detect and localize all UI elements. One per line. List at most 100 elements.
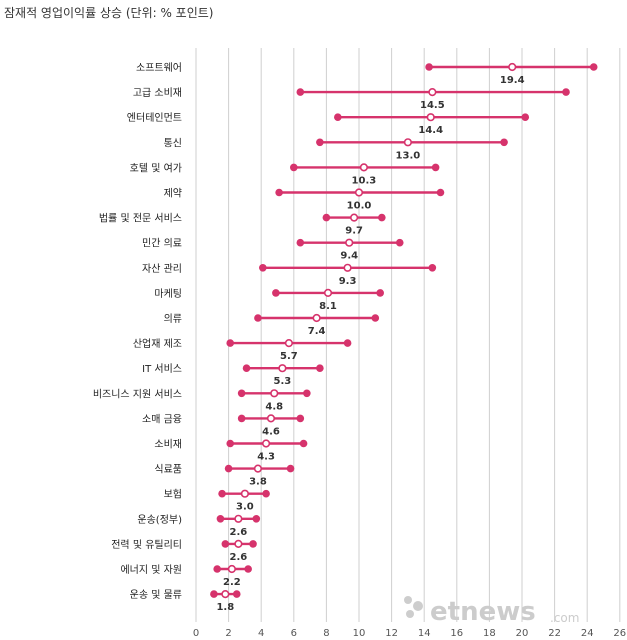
mid-point <box>508 62 517 72</box>
etnews-watermark-logo: etnews .com <box>404 596 579 627</box>
category-label: 전력 및 유틸리티 <box>111 538 182 551</box>
x-tick-label: 10 <box>353 628 366 639</box>
chart-row: 의류 7.4 <box>164 313 380 337</box>
low-point <box>316 138 324 147</box>
mid-point <box>345 238 354 247</box>
low-point <box>210 590 218 598</box>
mid-point <box>323 288 333 298</box>
low-point <box>237 414 246 423</box>
category-label: 민간 의료 <box>142 238 182 250</box>
x-axis-ticks: 0 2 4 6 8 10 12 14 16 18 20 22 24 26 <box>193 628 626 639</box>
high-point <box>316 364 324 373</box>
mid-point <box>234 539 243 549</box>
value-label: 5.3 <box>274 376 292 387</box>
value-label: 10.0 <box>347 201 372 212</box>
low-point <box>334 113 342 121</box>
value-label: 2.6 <box>230 552 248 563</box>
high-point <box>232 590 241 598</box>
watermark-suffix: .com <box>550 611 579 625</box>
low-point <box>425 63 433 71</box>
high-point <box>378 213 386 222</box>
low-point <box>254 314 262 322</box>
chart-title: 잠재적 영업이익률 상승 (단위: % 포인트) <box>4 6 214 20</box>
category-label: 비즈니스 지원 서비스 <box>93 388 182 400</box>
mid-point <box>343 263 352 272</box>
category-label: 식료품 <box>154 464 182 476</box>
chart-row: 에너지 및 자원 2.2 <box>120 564 252 588</box>
category-label: 소비재 <box>154 439 182 451</box>
value-label: 4.6 <box>262 426 280 437</box>
chart-row: 보험 3.0 <box>164 489 270 513</box>
chart-row: 비즈니스 지원 서비스 4.8 <box>93 388 311 412</box>
x-tick-label: 16 <box>450 628 463 639</box>
high-point <box>436 188 445 197</box>
mid-point <box>221 589 230 599</box>
chart-row: 자산 관리 9.3 <box>142 263 437 287</box>
mid-point <box>240 489 249 498</box>
low-point <box>218 489 226 498</box>
chart-row: 산업재 제조 5.7 <box>133 337 352 362</box>
value-label: 1.8 <box>216 602 234 613</box>
low-point <box>259 264 267 272</box>
value-label: 2.6 <box>230 527 248 538</box>
low-point <box>290 163 298 172</box>
category-label: 고급 소비재 <box>133 87 182 99</box>
high-point <box>303 389 311 398</box>
mid-point <box>426 113 435 122</box>
low-point <box>242 364 251 373</box>
category-label: 마케팅 <box>154 288 182 300</box>
low-point <box>226 439 235 448</box>
value-label: 2.2 <box>223 577 241 588</box>
low-point <box>322 213 331 222</box>
low-point <box>272 289 280 297</box>
value-label: 4.8 <box>265 401 283 412</box>
x-tick-label: 4 <box>258 628 264 639</box>
x-tick-label: 12 <box>385 628 398 639</box>
mid-point <box>266 414 276 423</box>
category-label: 엔터테인먼트 <box>127 112 182 124</box>
x-tick-label: 2 <box>225 628 231 639</box>
high-point <box>244 565 252 573</box>
category-label: 보험 <box>164 489 182 501</box>
low-point <box>224 464 233 473</box>
x-tick-label: 26 <box>613 628 626 639</box>
value-label: 19.4 <box>500 75 525 86</box>
mid-point <box>350 213 359 222</box>
low-point <box>221 540 230 548</box>
value-label: 3.8 <box>249 477 267 488</box>
mid-point <box>403 138 413 147</box>
high-point <box>262 489 270 498</box>
chart-row: 제약 10.0 <box>164 188 445 212</box>
value-label: 9.7 <box>345 226 363 237</box>
low-point <box>213 565 221 573</box>
value-label: 7.4 <box>308 326 326 337</box>
low-point <box>237 389 246 398</box>
chart-row: 법률 및 전문 서비스 9.7 <box>99 213 386 237</box>
high-point <box>589 63 598 71</box>
high-point <box>343 339 352 347</box>
high-point <box>299 439 308 448</box>
value-label: 9.3 <box>339 276 357 287</box>
high-point <box>252 515 261 523</box>
x-tick-label: 18 <box>483 628 496 639</box>
chart-row: 소매 금융 4.6 <box>142 413 305 437</box>
high-point <box>500 138 508 147</box>
chart-row: 민간 의료 9.4 <box>142 238 404 262</box>
mid-point <box>261 439 271 448</box>
mid-point <box>284 339 294 348</box>
category-label: 운송(정부) <box>137 514 182 526</box>
chart-row: 엔터테인먼트 14.4 <box>127 112 530 136</box>
category-label: 의류 <box>164 313 182 325</box>
value-label: 14.5 <box>420 100 445 111</box>
value-label: 13.0 <box>396 150 421 161</box>
value-label: 5.7 <box>280 351 298 362</box>
category-label: IT 서비스 <box>142 363 182 375</box>
low-point <box>296 238 305 247</box>
value-label: 4.3 <box>257 452 275 463</box>
category-label: 제약 <box>164 188 182 200</box>
chart-row: 고급 소비재 14.5 <box>133 87 570 111</box>
x-tick-label: 22 <box>548 628 561 639</box>
high-point <box>371 314 380 322</box>
mid-point <box>428 87 437 97</box>
